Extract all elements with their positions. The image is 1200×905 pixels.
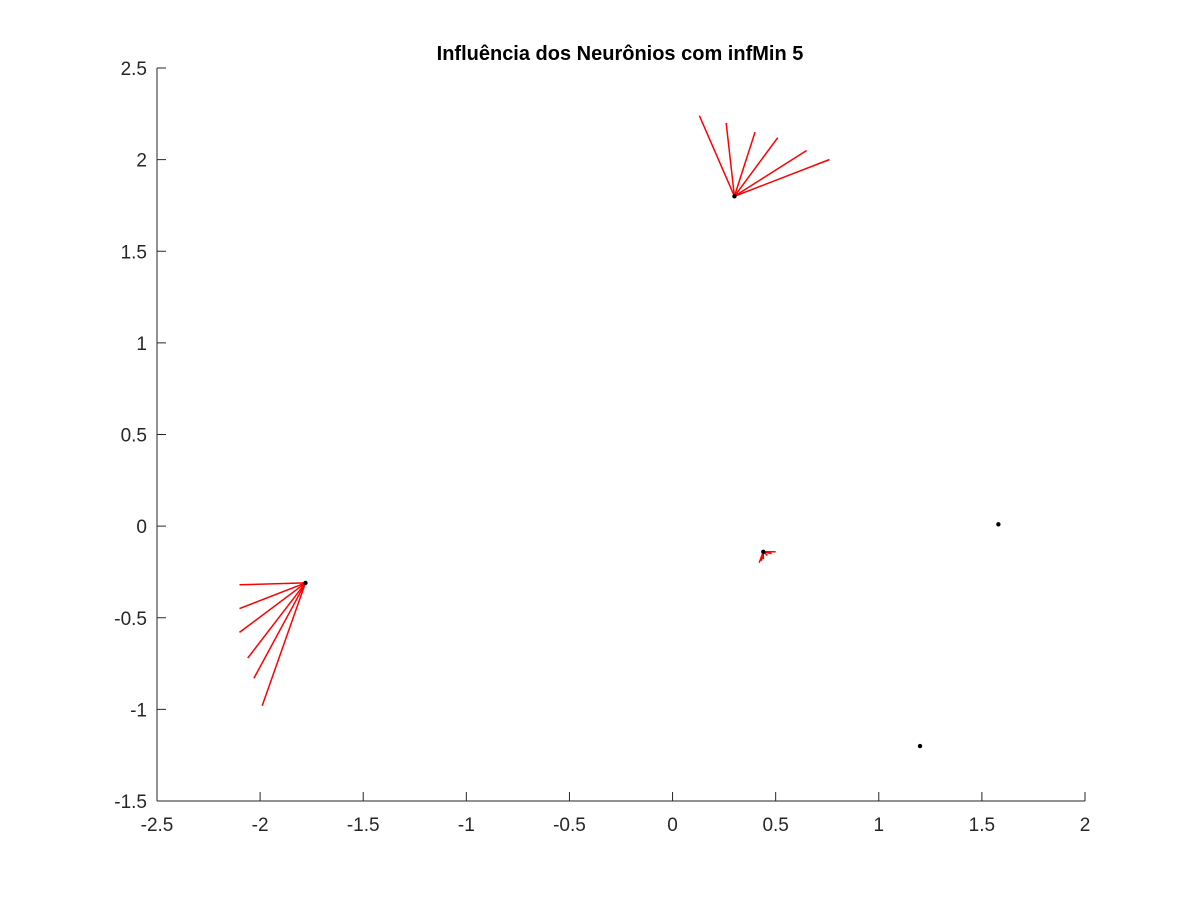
y-tick-label: -1 — [130, 700, 147, 721]
influence-line — [698, 115, 736, 197]
x-tick-label: 1.5 — [969, 815, 995, 836]
influence-line — [239, 582, 306, 610]
x-tick-label: -1 — [458, 815, 475, 836]
influence-lines — [239, 115, 830, 706]
y-tick-label: 2 — [136, 151, 147, 172]
y-tick-label: 0.5 — [121, 426, 147, 447]
x-tick-label: -0.5 — [553, 815, 586, 836]
x-tick-label: -1.5 — [347, 815, 380, 836]
influence-line — [734, 149, 808, 197]
influence-line — [253, 582, 307, 679]
y-tick-label: -1.5 — [114, 792, 147, 813]
chart-title: Influência dos Neurônios com infMin 5 — [437, 43, 804, 65]
y-tick-label: 2.5 — [121, 59, 147, 80]
influence-line — [239, 582, 306, 586]
neuron-point — [732, 194, 737, 199]
neuron-point — [761, 549, 766, 554]
neurons — [303, 194, 1001, 749]
x-tick-label: 0 — [667, 815, 678, 836]
influence-line — [239, 582, 306, 634]
x-tick-label: 0.5 — [762, 815, 788, 836]
x-tick-label: 2 — [1080, 815, 1091, 836]
neuron-point — [996, 522, 1001, 527]
axes: -2.5 -2 -1.5 -1 -0.5 0 0.5 1 1.5 2 -1.5 -1 -0.5 0 0.5 1… — [114, 59, 1090, 836]
y-tick-label: 1 — [136, 334, 147, 355]
y-tick-label: -0.5 — [114, 609, 147, 630]
influence-line — [734, 158, 830, 197]
y-tick-label: 1.5 — [121, 242, 147, 263]
x-tick-label: -2.5 — [141, 815, 174, 836]
influence-line — [733, 131, 756, 197]
influence-line — [725, 122, 736, 197]
influence-line — [247, 582, 307, 659]
y-tick-label: 0 — [136, 517, 147, 538]
x-tick-label: -2 — [252, 815, 269, 836]
influence-line — [733, 137, 779, 197]
x-tick-label: 1 — [873, 815, 884, 836]
neuron-point — [917, 743, 923, 749]
influence-line — [261, 582, 307, 706]
neuron-point — [303, 580, 308, 586]
